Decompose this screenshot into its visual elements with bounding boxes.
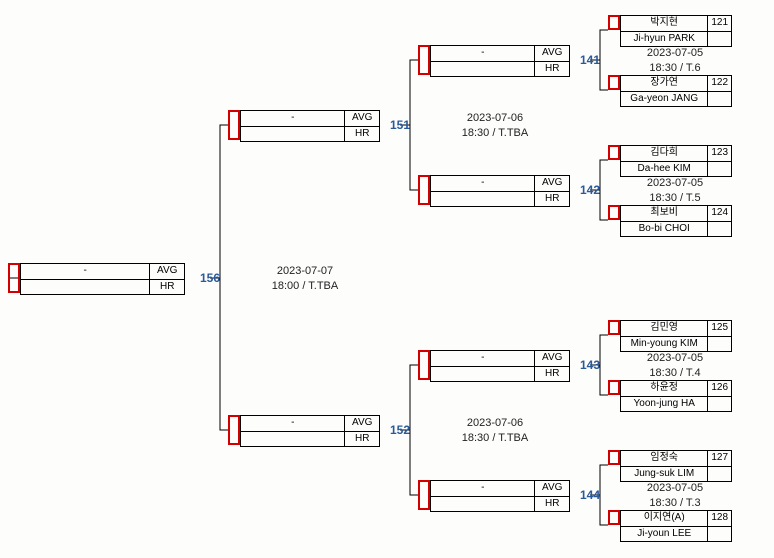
stat-avg: AVG: [344, 111, 379, 126]
stat-avg: AVG: [534, 351, 569, 366]
player-box-126: 하윤정126 Yoon-jung HA: [620, 380, 732, 412]
player-en: Jung-suk LIM: [621, 467, 707, 481]
player-en: Ji-hyun PARK: [621, 32, 707, 46]
sf-box-152: -AVG HR: [240, 415, 380, 447]
player-en: Yoon-jung HA: [621, 397, 707, 411]
player-seed: 122: [707, 76, 731, 91]
player-en: Bo-bi CHOI: [621, 222, 707, 236]
qf-box-143: -AVG HR: [430, 350, 570, 382]
seed-marker: [418, 350, 430, 380]
player-seed: 123: [707, 146, 731, 161]
seed-marker: [418, 175, 430, 205]
player-en: Min-young KIM: [621, 337, 707, 351]
player-box-122: 장가연122 Ga-yeon JANG: [620, 75, 732, 107]
match-id-142: 142: [580, 183, 600, 197]
stat-avg: AVG: [149, 264, 184, 279]
match-sched-156: 2023-07-0718:00 / T.TBA: [250, 264, 360, 294]
player-kr: 박지현: [621, 16, 707, 31]
seed-marker: [608, 450, 620, 465]
player-kr: 최보비: [621, 206, 707, 221]
player-en: Ji-youn LEE: [621, 527, 707, 541]
match-id-152: 152: [390, 423, 410, 437]
seed-marker: [228, 415, 240, 445]
stat-hr: HR: [534, 497, 569, 511]
seed-marker: [228, 110, 240, 140]
match-id-143: 143: [580, 358, 600, 372]
match-sched-142: 2023-07-0518:30 / T.5: [630, 176, 720, 206]
match-sched-141: 2023-07-0518:30 / T.6: [630, 46, 720, 76]
stat-avg: AVG: [534, 46, 569, 61]
player-seed: 127: [707, 451, 731, 466]
match-id-151: 151: [390, 118, 410, 132]
seed-marker: [418, 480, 430, 510]
qf-box-142: -AVG HR: [430, 175, 570, 207]
player-box-123: 김다희123 Da-hee KIM: [620, 145, 732, 177]
seed-marker: [8, 263, 20, 293]
player-box-125: 김민영125 Min-young KIM: [620, 320, 732, 352]
stat-hr: HR: [534, 192, 569, 206]
stat-avg: AVG: [344, 416, 379, 431]
match-id-141: 141: [580, 53, 600, 67]
stat-hr: HR: [344, 432, 379, 446]
qf-box-141: -AVG HR: [430, 45, 570, 77]
player-kr: 하윤정: [621, 381, 707, 396]
seed-marker: [608, 510, 620, 525]
player-box-124: 최보비124 Bo-bi CHOI: [620, 205, 732, 237]
final-box-156: -AVG HR: [20, 263, 185, 295]
player-seed: 125: [707, 321, 731, 336]
match-id-144: 144: [580, 488, 600, 502]
sf-box-151: -AVG HR: [240, 110, 380, 142]
stat-avg: AVG: [534, 481, 569, 496]
player-seed: 121: [707, 16, 731, 31]
player-seed: 128: [707, 511, 731, 526]
player-en: Ga-yeon JANG: [621, 92, 707, 106]
seed-marker: [418, 45, 430, 75]
player-kr: 김민영: [621, 321, 707, 336]
seed-marker: [608, 205, 620, 220]
stat-hr: HR: [344, 127, 379, 141]
seed-marker: [608, 15, 620, 30]
player-kr: 장가연: [621, 76, 707, 91]
seed-marker: [608, 145, 620, 160]
player-kr: 김다희: [621, 146, 707, 161]
player-box-121: 박지현121 Ji-hyun PARK: [620, 15, 732, 47]
seed-marker: [608, 320, 620, 335]
stat-hr: HR: [149, 280, 184, 294]
player-box-128: 이지연(A)128 Ji-youn LEE: [620, 510, 732, 542]
seed-marker: [608, 75, 620, 90]
player-kr: 임정숙: [621, 451, 707, 466]
match-id-156: 156: [200, 271, 220, 285]
match-sched-144: 2023-07-0518:30 / T.3: [630, 481, 720, 511]
match-sched-143: 2023-07-0518:30 / T.4: [630, 351, 720, 381]
seed-marker: [608, 380, 620, 395]
stat-hr: HR: [534, 367, 569, 381]
player-en: Da-hee KIM: [621, 162, 707, 176]
match-sched-151: 2023-07-0618:30 / T.TBA: [440, 111, 550, 141]
stat-hr: HR: [534, 62, 569, 76]
player-box-127: 임정숙127 Jung-suk LIM: [620, 450, 732, 482]
match-sched-152: 2023-07-0618:30 / T.TBA: [440, 416, 550, 446]
stat-avg: AVG: [534, 176, 569, 191]
player-seed: 124: [707, 206, 731, 221]
player-seed: 126: [707, 381, 731, 396]
qf-box-144: -AVG HR: [430, 480, 570, 512]
player-kr: 이지연(A): [621, 511, 707, 526]
